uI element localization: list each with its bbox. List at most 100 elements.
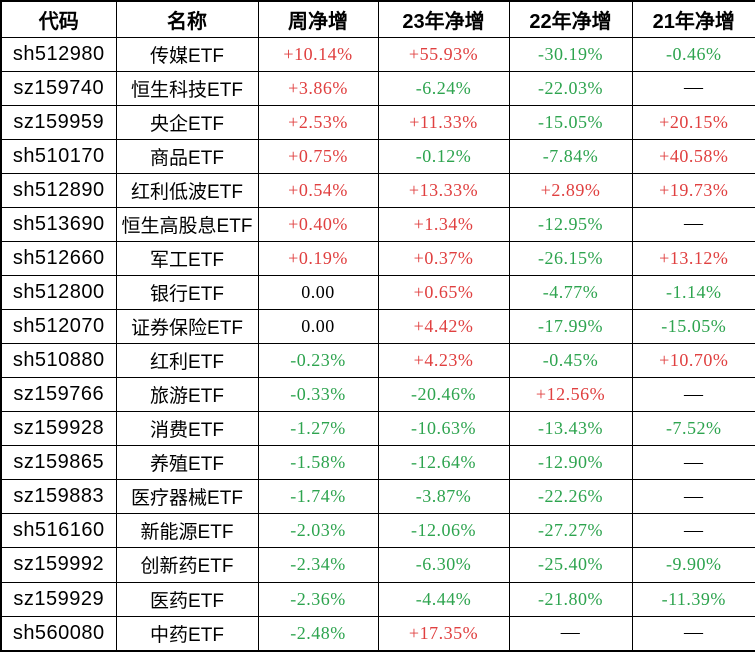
table-row: sz159766 旅游ETF -0.33% -20.46% +12.56% — <box>0 377 755 413</box>
table-row: sz159865 养殖ETF -1.58% -12.64% -12.90% — <box>0 445 755 481</box>
value-cell: +0.54% <box>257 172 379 208</box>
value-cell: +13.12% <box>631 240 755 276</box>
value-cell: -1.27% <box>257 411 379 447</box>
value-cell: -12.95% <box>508 206 633 242</box>
code-cell: sz159929 <box>0 581 117 617</box>
code-cell: sh512890 <box>0 172 117 208</box>
table-row: sz159928 消费ETF -1.27% -10.63% -13.43% -7.52% <box>0 411 755 447</box>
table-row: sz159740 恒生科技ETF +3.86% -6.24% -22.03% — <box>0 70 755 106</box>
value-cell: — <box>631 513 755 549</box>
value-cell: -11.39% <box>631 581 755 617</box>
code-cell: sz159865 <box>0 445 117 481</box>
value-cell: +0.75% <box>257 138 379 174</box>
value-cell: -6.30% <box>377 547 510 583</box>
name-cell: 传媒ETF <box>115 36 259 72</box>
value-cell: 0.00 <box>257 308 379 345</box>
table-body: sh512980 传媒ETF +10.14% +55.93% -30.19% -0.46%… <box>0 36 755 652</box>
value-cell: -12.06% <box>377 513 510 549</box>
code-cell: sz159992 <box>0 547 117 583</box>
value-cell: -6.24% <box>377 70 510 106</box>
value-cell: +0.19% <box>257 240 379 276</box>
code-cell: sz159740 <box>0 70 117 106</box>
code-cell: sh510170 <box>0 138 117 174</box>
column-header-name: 名称 <box>115 0 259 38</box>
value-cell: -26.15% <box>508 240 633 276</box>
value-cell: +11.33% <box>377 104 510 140</box>
table-row: sh510880 红利ETF -0.23% +4.23% -0.45% +10.70% <box>0 343 755 379</box>
value-cell: 0.00 <box>257 274 379 311</box>
value-cell: — <box>631 377 755 413</box>
value-cell: -21.80% <box>508 581 633 617</box>
value-cell: -3.87% <box>377 479 510 515</box>
value-cell: +20.15% <box>631 104 755 140</box>
value-cell: -10.63% <box>377 411 510 447</box>
table-row: sh512980 传媒ETF +10.14% +55.93% -30.19% -0.46% <box>0 36 755 72</box>
value-cell: +2.53% <box>257 104 379 140</box>
name-cell: 中药ETF <box>115 615 259 652</box>
value-cell: +0.40% <box>257 206 379 242</box>
value-cell: +19.73% <box>631 172 755 208</box>
value-cell: — <box>631 445 755 481</box>
table-row: sz159992 创新药ETF -2.34% -6.30% -25.40% -9.90% <box>0 547 755 583</box>
value-cell: -15.05% <box>631 308 755 345</box>
name-cell: 创新药ETF <box>115 547 259 583</box>
name-cell: 消费ETF <box>115 411 259 447</box>
value-cell: -4.77% <box>508 274 633 311</box>
value-cell: +40.58% <box>631 138 755 174</box>
value-cell: +13.33% <box>377 172 510 208</box>
code-cell: sh512070 <box>0 308 117 345</box>
column-header-2023-net: 23年净增 <box>377 0 510 38</box>
value-cell: -2.36% <box>257 581 379 617</box>
column-header-code: 代码 <box>0 0 117 38</box>
value-cell: -4.44% <box>377 581 510 617</box>
table-row: sh512800 银行ETF 0.00 +0.65% -4.77% -1.14% <box>0 274 755 311</box>
value-cell: -17.99% <box>508 308 633 345</box>
value-cell: -0.33% <box>257 377 379 413</box>
value-cell: +12.56% <box>508 377 633 413</box>
table-row: sz159959 央企ETF +2.53% +11.33% -15.05% +20.15% <box>0 104 755 140</box>
name-cell: 恒生科技ETF <box>115 70 259 106</box>
name-cell: 医疗器械ETF <box>115 479 259 515</box>
name-cell: 新能源ETF <box>115 513 259 549</box>
value-cell: -1.58% <box>257 445 379 481</box>
value-cell: -2.48% <box>257 615 379 652</box>
name-cell: 医药ETF <box>115 581 259 617</box>
name-cell: 军工ETF <box>115 240 259 276</box>
code-cell: sh560080 <box>0 615 117 652</box>
table-header: 代码 名称 周净增 23年净增 22年净增 21年净增 <box>0 0 755 38</box>
name-cell: 旅游ETF <box>115 377 259 413</box>
name-cell: 红利低波ETF <box>115 172 259 208</box>
value-cell: +2.89% <box>508 172 633 208</box>
value-cell: -20.46% <box>377 377 510 413</box>
table-row: sh513690 恒生高股息ETF +0.40% +1.34% -12.95% — <box>0 206 755 242</box>
value-cell: +1.34% <box>377 206 510 242</box>
value-cell: -2.03% <box>257 513 379 549</box>
value-cell: — <box>631 70 755 106</box>
name-cell: 恒生高股息ETF <box>115 206 259 242</box>
table-row: sh560080 中药ETF -2.48% +17.35% — — <box>0 615 755 652</box>
code-cell: sz159959 <box>0 104 117 140</box>
value-cell: -15.05% <box>508 104 633 140</box>
code-cell: sh512800 <box>0 274 117 311</box>
code-cell: sh512660 <box>0 240 117 276</box>
value-cell: +0.37% <box>377 240 510 276</box>
value-cell: -7.84% <box>508 138 633 174</box>
table-row: sz159929 医药ETF -2.36% -4.44% -21.80% -11.39% <box>0 581 755 617</box>
value-cell: +55.93% <box>377 36 510 72</box>
value-cell: +4.42% <box>377 308 510 345</box>
code-cell: sz159766 <box>0 377 117 413</box>
column-header-2022-net: 22年净增 <box>508 0 633 38</box>
value-cell: -27.27% <box>508 513 633 549</box>
code-cell: sh513690 <box>0 206 117 242</box>
table-row: sh510170 商品ETF +0.75% -0.12% -7.84% +40.58% <box>0 138 755 174</box>
value-cell: -22.03% <box>508 70 633 106</box>
value-cell: -0.23% <box>257 343 379 379</box>
name-cell: 红利ETF <box>115 343 259 379</box>
value-cell: -9.90% <box>631 547 755 583</box>
value-cell: — <box>508 615 633 652</box>
value-cell: -22.26% <box>508 479 633 515</box>
value-cell: -0.46% <box>631 36 755 72</box>
value-cell: +10.14% <box>257 36 379 72</box>
table-row: sh512660 军工ETF +0.19% +0.37% -26.15% +13.12% <box>0 240 755 276</box>
